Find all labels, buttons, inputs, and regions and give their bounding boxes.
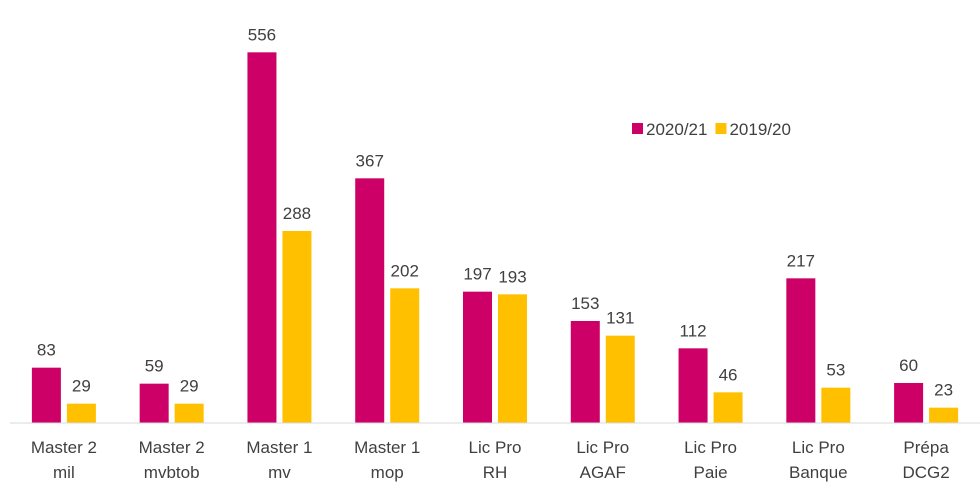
bar [390, 288, 420, 423]
legend-label: 2019/20 [729, 120, 790, 139]
x-tick-label-line: Lic Pro [576, 438, 629, 457]
x-tick-label: Master 2 mil [31, 438, 97, 482]
bar [821, 387, 851, 423]
legend-swatch [632, 123, 643, 134]
x-tick-label-line: RH [483, 463, 508, 482]
x-tick-label: Lic Pro RH [469, 438, 522, 482]
bar [498, 294, 527, 423]
value-label: 217 [787, 251, 815, 270]
bar [605, 335, 635, 423]
x-tick-label-line: Master 1 [246, 438, 312, 457]
value-label: 288 [283, 204, 311, 223]
x-tick-label-line: Master 2 [31, 438, 97, 457]
x-tick-label: Lic Pro AGAF [576, 438, 629, 482]
x-tick-label-line: Lic Pro [792, 438, 845, 457]
bar [282, 231, 312, 423]
value-label: 202 [391, 261, 419, 280]
value-label: 367 [356, 151, 384, 170]
value-label: 53 [826, 361, 845, 380]
value-label: 23 [934, 381, 953, 400]
value-label: 193 [498, 267, 526, 286]
value-label: 59 [145, 357, 164, 376]
x-tick-label: Lic Pro Banque [789, 438, 848, 482]
bar [929, 407, 959, 423]
x-tick-label-line: mvbtob [144, 463, 200, 482]
bar [463, 291, 492, 423]
value-label: 197 [463, 265, 491, 284]
value-label: 46 [719, 365, 738, 384]
value-label: 153 [571, 294, 599, 313]
bar [355, 178, 385, 423]
bar [31, 367, 61, 423]
x-tick-label-line: Master 1 [354, 438, 420, 457]
bar [570, 321, 600, 423]
x-tick-label: Lic Pro Paie [684, 438, 737, 482]
value-label: 60 [899, 356, 918, 375]
bar [139, 383, 169, 423]
legend-label: 2020/21 [646, 120, 707, 139]
x-tick-label: Master 1 mop [354, 438, 420, 482]
bar [174, 403, 204, 423]
bar [786, 278, 816, 423]
bar [247, 52, 277, 423]
x-tick-label-line: Master 2 [139, 438, 205, 457]
x-tick-label: Prépa DCG2 [902, 438, 949, 482]
x-tick-label: Master 1 mv [246, 438, 312, 482]
bar [66, 403, 96, 423]
x-tick-label-line: mv [268, 463, 291, 482]
x-tick-label-line: Paie [694, 463, 728, 482]
x-tick-label-line: Lic Pro [684, 438, 737, 457]
value-label: 29 [180, 377, 199, 396]
x-tick-label: Master 2 mvbtob [139, 438, 205, 482]
x-tick-label-line: Lic Pro [469, 438, 522, 457]
value-label: 112 [680, 321, 707, 340]
x-tick-label-line: DCG2 [902, 463, 949, 482]
legend-swatch [715, 123, 727, 134]
value-label: 556 [248, 25, 276, 44]
x-tick-label-line: mil [53, 463, 75, 482]
value-label: 131 [606, 309, 634, 328]
bar [894, 383, 924, 423]
x-tick-label-line: AGAF [580, 463, 626, 482]
value-label: 83 [37, 341, 56, 360]
bar [713, 392, 743, 423]
bar [678, 348, 708, 423]
x-tick-label-line: Prépa [903, 438, 949, 457]
value-label: 29 [72, 377, 91, 396]
x-tick-label-line: Banque [789, 463, 848, 482]
x-tick-label-line: mop [371, 463, 404, 482]
